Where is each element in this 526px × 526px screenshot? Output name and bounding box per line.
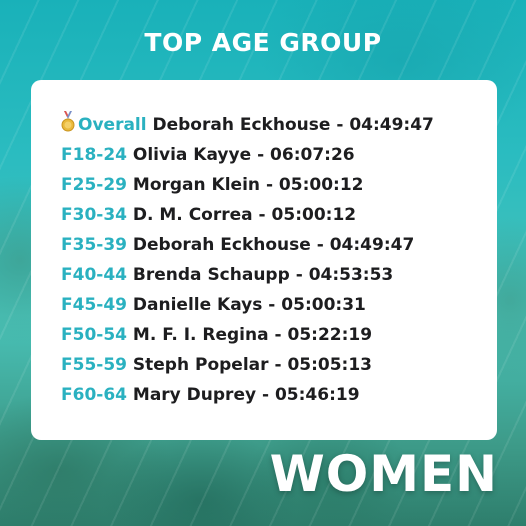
result-row: F50-54 M. F. I. Regina - 05:22:19 [61, 321, 372, 349]
separator: - [261, 385, 270, 405]
finish-time: 05:00:31 [281, 295, 366, 315]
category-label: F25-29 [61, 175, 127, 195]
result-row: F40-44 Brenda Schaupp - 04:53:53 [61, 261, 393, 289]
separator: - [336, 115, 344, 135]
result-row: F18-24 Olivia Kayye - 06:07:26 [61, 141, 355, 169]
athlete-name: Steph Popelar [132, 355, 269, 375]
category-label: F60-64 [61, 385, 127, 405]
separator: - [274, 325, 282, 345]
separator: - [295, 265, 303, 285]
athlete-name: M. F. I. Regina [132, 325, 269, 345]
page-title: TOP AGE GROUP [144, 28, 382, 57]
result-row: F45-49 Danielle Kays - 05:00:31 [61, 291, 366, 319]
result-row: F35-39 Deborah Eckhouse - 04:49:47 [61, 231, 414, 259]
result-row: F25-29 Morgan Klein - 05:00:12 [61, 171, 364, 199]
finish-time: 04:49:47 [349, 115, 434, 135]
athlete-name: Brenda Schaupp [132, 265, 290, 285]
separator: - [258, 205, 266, 225]
category-banner: WOMEN [269, 445, 498, 503]
separator: - [274, 355, 282, 375]
category-label: F30-34 [61, 205, 127, 225]
athlete-name: Mary Duprey [132, 385, 257, 405]
category-label: Overall [78, 115, 147, 135]
athlete-name: Danielle Kays [132, 295, 263, 315]
result-row: F60-64 Mary Duprey - 05:46:19 [61, 381, 360, 409]
separator: - [265, 175, 273, 195]
category-label: F55-59 [61, 355, 127, 375]
finish-time: 06:07:26 [270, 145, 355, 165]
separator: - [257, 145, 265, 165]
result-row-overall: Overall Deborah Eckhouse - 04:49:47 [61, 111, 434, 139]
category-label: F40-44 [61, 265, 127, 285]
athlete-name: Deborah Eckhouse [152, 115, 331, 135]
category-label: F35-39 [61, 235, 127, 255]
result-row: F55-59 Steph Popelar - 05:05:13 [61, 351, 372, 379]
separator: - [268, 295, 276, 315]
athlete-name: Olivia Kayye [132, 145, 252, 165]
athlete-name: Morgan Klein [132, 175, 261, 195]
finish-time: 04:53:53 [308, 265, 394, 285]
athlete-name: Deborah Eckhouse [132, 235, 311, 255]
category-label: F50-54 [61, 325, 127, 345]
result-row: F30-34 D. M. Correa - 05:00:12 [61, 201, 356, 229]
finish-time: 05:22:19 [287, 325, 373, 345]
finish-time: 05:05:13 [287, 355, 373, 375]
category-label: F18-24 [61, 145, 127, 165]
category-label: F45-49 [61, 295, 127, 315]
results-card: Overall Deborah Eckhouse - 04:49:47 F18-… [31, 80, 497, 440]
finish-time: 04:49:47 [329, 235, 415, 255]
separator: - [316, 235, 324, 255]
gold-medal-icon [61, 111, 75, 133]
finish-time: 05:46:19 [274, 385, 360, 405]
athlete-name: D. M. Correa [132, 205, 253, 225]
finish-time: 05:00:12 [278, 175, 364, 195]
finish-time: 05:00:12 [271, 205, 357, 225]
